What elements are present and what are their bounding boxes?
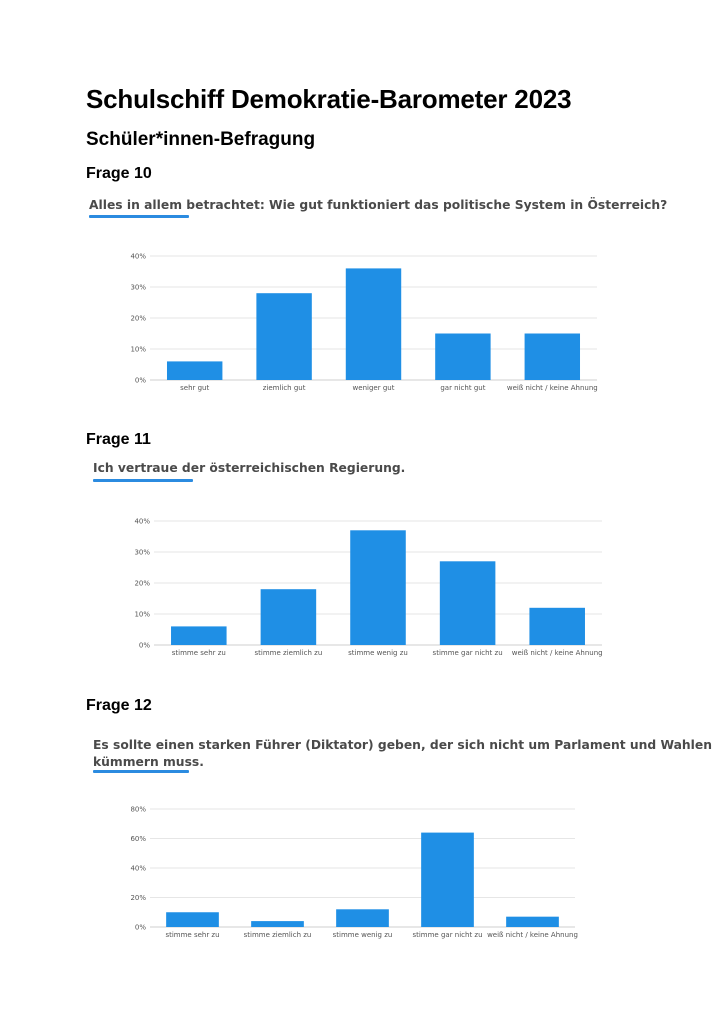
bar xyxy=(171,626,227,645)
y-tick-label: 0% xyxy=(135,924,146,932)
question-line: Ich vertraue der österreichischen Regier… xyxy=(93,461,406,475)
y-tick-label: 80% xyxy=(130,806,146,814)
bar xyxy=(529,607,585,645)
y-tick-label: 20% xyxy=(130,894,146,902)
bar xyxy=(260,589,317,645)
bar-chart-frage-12: 0% 20% 40% 60% 80% stimme sehr zu stimme zieml… xyxy=(130,806,578,940)
y-tick-label: 20% xyxy=(134,580,150,588)
y-tick-label: 0% xyxy=(139,642,150,650)
bar xyxy=(251,921,304,927)
bar xyxy=(166,912,219,927)
bar xyxy=(421,832,474,927)
bar xyxy=(435,333,491,380)
document-subtitle: Schüler*innen-Befragung xyxy=(86,129,316,150)
x-tick-label: stimme ziemlich zu xyxy=(255,649,323,657)
x-tick-label: weiß nicht / keine Ahnung xyxy=(512,649,603,657)
section-label: Frage 11 xyxy=(86,431,151,448)
x-tick-label: stimme gar nicht zu xyxy=(412,931,482,939)
y-tick-label: 20% xyxy=(130,315,146,323)
question-text: Es sollte einen starken Führer (Diktator… xyxy=(93,737,712,771)
question-underline xyxy=(93,770,189,773)
bar xyxy=(166,361,223,380)
bar-chart-frage-11: 0% 10% 20% 30% 40% stimme sehr zu stimme zieml… xyxy=(134,518,603,658)
y-tick-label: 40% xyxy=(130,865,146,873)
bar xyxy=(256,293,312,380)
bar xyxy=(350,530,406,645)
bar xyxy=(439,561,496,645)
question-underline xyxy=(89,215,189,218)
question-line: kümmern muss. xyxy=(93,755,204,769)
section-label: Frage 10 xyxy=(86,165,152,182)
bar xyxy=(336,909,389,927)
y-tick-label: 40% xyxy=(134,518,150,526)
x-tick-label: weiß nicht / keine Ahnung xyxy=(507,384,598,392)
bar xyxy=(524,333,581,380)
x-tick-label: weiß nicht / keine Ahnung xyxy=(487,931,578,939)
x-tick-label: stimme sehr zu xyxy=(165,931,219,939)
x-tick-label: stimme sehr zu xyxy=(172,649,226,657)
y-tick-label: 0% xyxy=(135,377,146,385)
bar xyxy=(345,268,402,380)
document-title: Schulschiff Demokratie-Barometer 2023 xyxy=(86,84,572,114)
x-tick-label: sehr gut xyxy=(180,384,209,392)
y-tick-label: 60% xyxy=(130,835,146,843)
x-tick-label: ziemlich gut xyxy=(263,384,306,392)
y-tick-label: 30% xyxy=(134,549,150,557)
y-tick-label: 10% xyxy=(134,611,150,619)
x-tick-label: stimme wenig zu xyxy=(348,649,408,657)
question-line: Es sollte einen starken Führer (Diktator… xyxy=(93,738,712,752)
x-tick-label: stimme gar nicht zu xyxy=(433,649,503,657)
bar-chart-frage-10: 0% 10% 20% 30% 40% sehr gut ziemlich gut wenige… xyxy=(130,253,598,393)
question-underline xyxy=(93,479,193,482)
question-line: Alles in allem betrachtet: Wie gut funkt… xyxy=(89,198,668,212)
section-label: Frage 12 xyxy=(86,697,152,714)
y-tick-label: 30% xyxy=(130,284,146,292)
x-tick-label: weniger gut xyxy=(353,384,395,392)
y-tick-label: 10% xyxy=(130,346,146,354)
question-text: Ich vertraue der österreichischen Regier… xyxy=(93,460,405,477)
question-text: Alles in allem betrachtet: Wie gut funkt… xyxy=(89,197,667,214)
x-tick-label: gar nicht gut xyxy=(440,384,485,392)
x-tick-label: stimme ziemlich zu xyxy=(244,931,312,939)
bar xyxy=(506,916,559,927)
y-tick-label: 40% xyxy=(130,253,146,261)
x-tick-label: stimme wenig zu xyxy=(333,931,393,939)
